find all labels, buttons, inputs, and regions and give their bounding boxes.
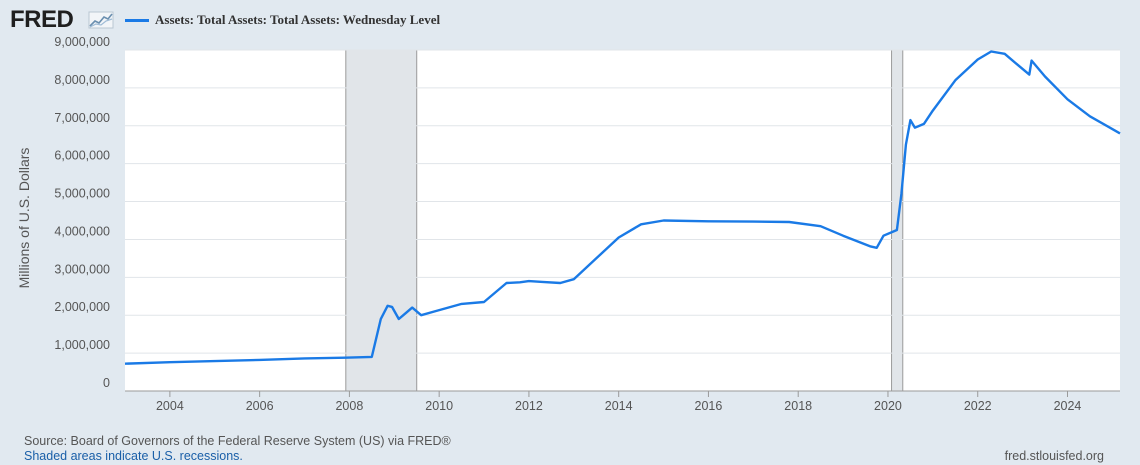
- x-tick-label: 2020: [874, 399, 902, 413]
- y-tick-label: 6,000,000: [54, 149, 110, 163]
- y-tick-label: 2,000,000: [54, 300, 110, 314]
- gridlines: [125, 49, 1120, 354]
- series-line[interactable]: [124, 50, 1121, 365]
- x-tick-label: 2012: [515, 399, 543, 413]
- x-tick-label: 2010: [425, 399, 453, 413]
- y-axis-title: Millions of U.S. Dollars: [16, 148, 32, 289]
- y-tick-label: 9,000,000: [54, 35, 110, 49]
- x-tick-label: 2016: [695, 399, 723, 413]
- x-tick-label: 2024: [1054, 399, 1082, 413]
- legend: Assets: Total Assets: Total Assets: Wedn…: [125, 12, 440, 28]
- x-tick-label: 2008: [335, 399, 363, 413]
- x-axis: 2004 2006 2008 2010 2012 2014 2016 2018 2020 2022…: [125, 390, 1120, 413]
- y-axis: 0 1,000,000 2,000,000 3,000,000 4,000,000 5,0…: [54, 35, 110, 390]
- y-tick-label: 4,000,000: [54, 224, 110, 238]
- y-tick-label: 3,000,000: [54, 262, 110, 276]
- y-tick-label: 8,000,000: [54, 73, 110, 87]
- fred-graph-icon: [88, 11, 114, 29]
- site-link[interactable]: fred.stlouisfed.org: [1004, 449, 1104, 463]
- recession-note[interactable]: Shaded areas indicate U.S. recessions.: [24, 449, 243, 463]
- chart-header: FRED Assets: Total Assets: Total Assets:…: [0, 0, 1140, 40]
- y-tick-label: 0: [103, 376, 110, 390]
- legend-swatch: [125, 18, 149, 22]
- x-tick-label: 2006: [246, 399, 274, 413]
- x-tick-label: 2004: [156, 399, 184, 413]
- y-tick-label: 7,000,000: [54, 111, 110, 125]
- y-tick-label: 1,000,000: [54, 338, 110, 352]
- legend-label: Assets: Total Assets: Total Assets: Wedn…: [155, 12, 441, 27]
- fred-logo[interactable]: FRED: [10, 6, 74, 33]
- x-tick-label: 2018: [784, 399, 812, 413]
- x-tick-label: 2022: [964, 399, 992, 413]
- footer-source-block: Source: Board of Governors of the Federa…: [24, 434, 451, 464]
- plot-background: [125, 50, 1120, 391]
- recession-band-0: [345, 50, 417, 391]
- y-tick-label: 5,000,000: [54, 187, 110, 201]
- recession-shading: [345, 50, 904, 391]
- x-tick-label: 2014: [605, 399, 633, 413]
- source-text: Source: Board of Governors of the Federa…: [24, 434, 451, 448]
